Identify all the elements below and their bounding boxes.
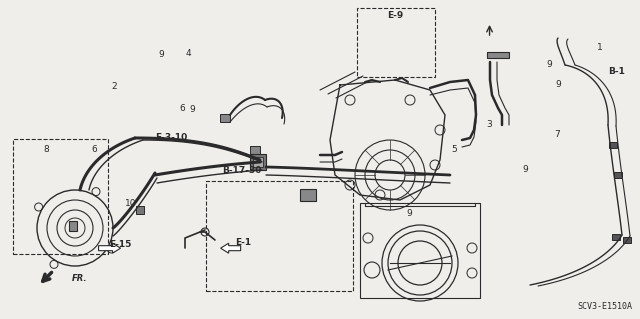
Bar <box>612 234 620 240</box>
Bar <box>250 146 260 154</box>
FancyArrow shape <box>99 243 120 253</box>
Text: 6: 6 <box>92 145 97 154</box>
Text: 6: 6 <box>180 104 185 113</box>
Text: 5: 5 <box>452 145 457 154</box>
Text: E-1: E-1 <box>235 238 252 247</box>
Bar <box>220 114 230 122</box>
Text: 9: 9 <box>547 60 552 69</box>
Text: 9: 9 <box>159 50 164 59</box>
Bar <box>69 221 77 231</box>
Bar <box>206 181 353 291</box>
Text: E-15: E-15 <box>109 241 131 249</box>
Bar <box>614 172 621 178</box>
Text: E-3-10: E-3-10 <box>156 133 188 142</box>
Text: 9: 9 <box>522 165 527 174</box>
Text: B-17-30: B-17-30 <box>222 166 262 175</box>
Text: 10: 10 <box>125 199 137 208</box>
FancyArrow shape <box>221 243 241 253</box>
Text: 8: 8 <box>44 145 49 154</box>
Text: 9: 9 <box>556 80 561 89</box>
Text: 2: 2 <box>111 82 116 91</box>
Bar <box>623 237 631 243</box>
Bar <box>609 142 617 148</box>
Text: 3: 3 <box>487 120 492 129</box>
Text: E-9: E-9 <box>387 11 404 20</box>
Bar <box>487 52 509 58</box>
Bar <box>136 206 144 214</box>
Bar <box>300 189 316 201</box>
Text: 4: 4 <box>186 49 191 58</box>
Text: 9: 9 <box>189 105 195 114</box>
Text: 9: 9 <box>407 209 412 218</box>
Bar <box>360 203 480 298</box>
Text: 7: 7 <box>554 130 559 139</box>
Bar <box>13 139 108 254</box>
Text: 1: 1 <box>598 43 603 52</box>
Text: SCV3-E1510A: SCV3-E1510A <box>577 302 632 311</box>
Bar <box>357 8 435 77</box>
Bar <box>250 154 266 170</box>
Text: FR.: FR. <box>72 274 87 283</box>
Bar <box>253 157 263 167</box>
Text: B-1: B-1 <box>609 67 625 76</box>
